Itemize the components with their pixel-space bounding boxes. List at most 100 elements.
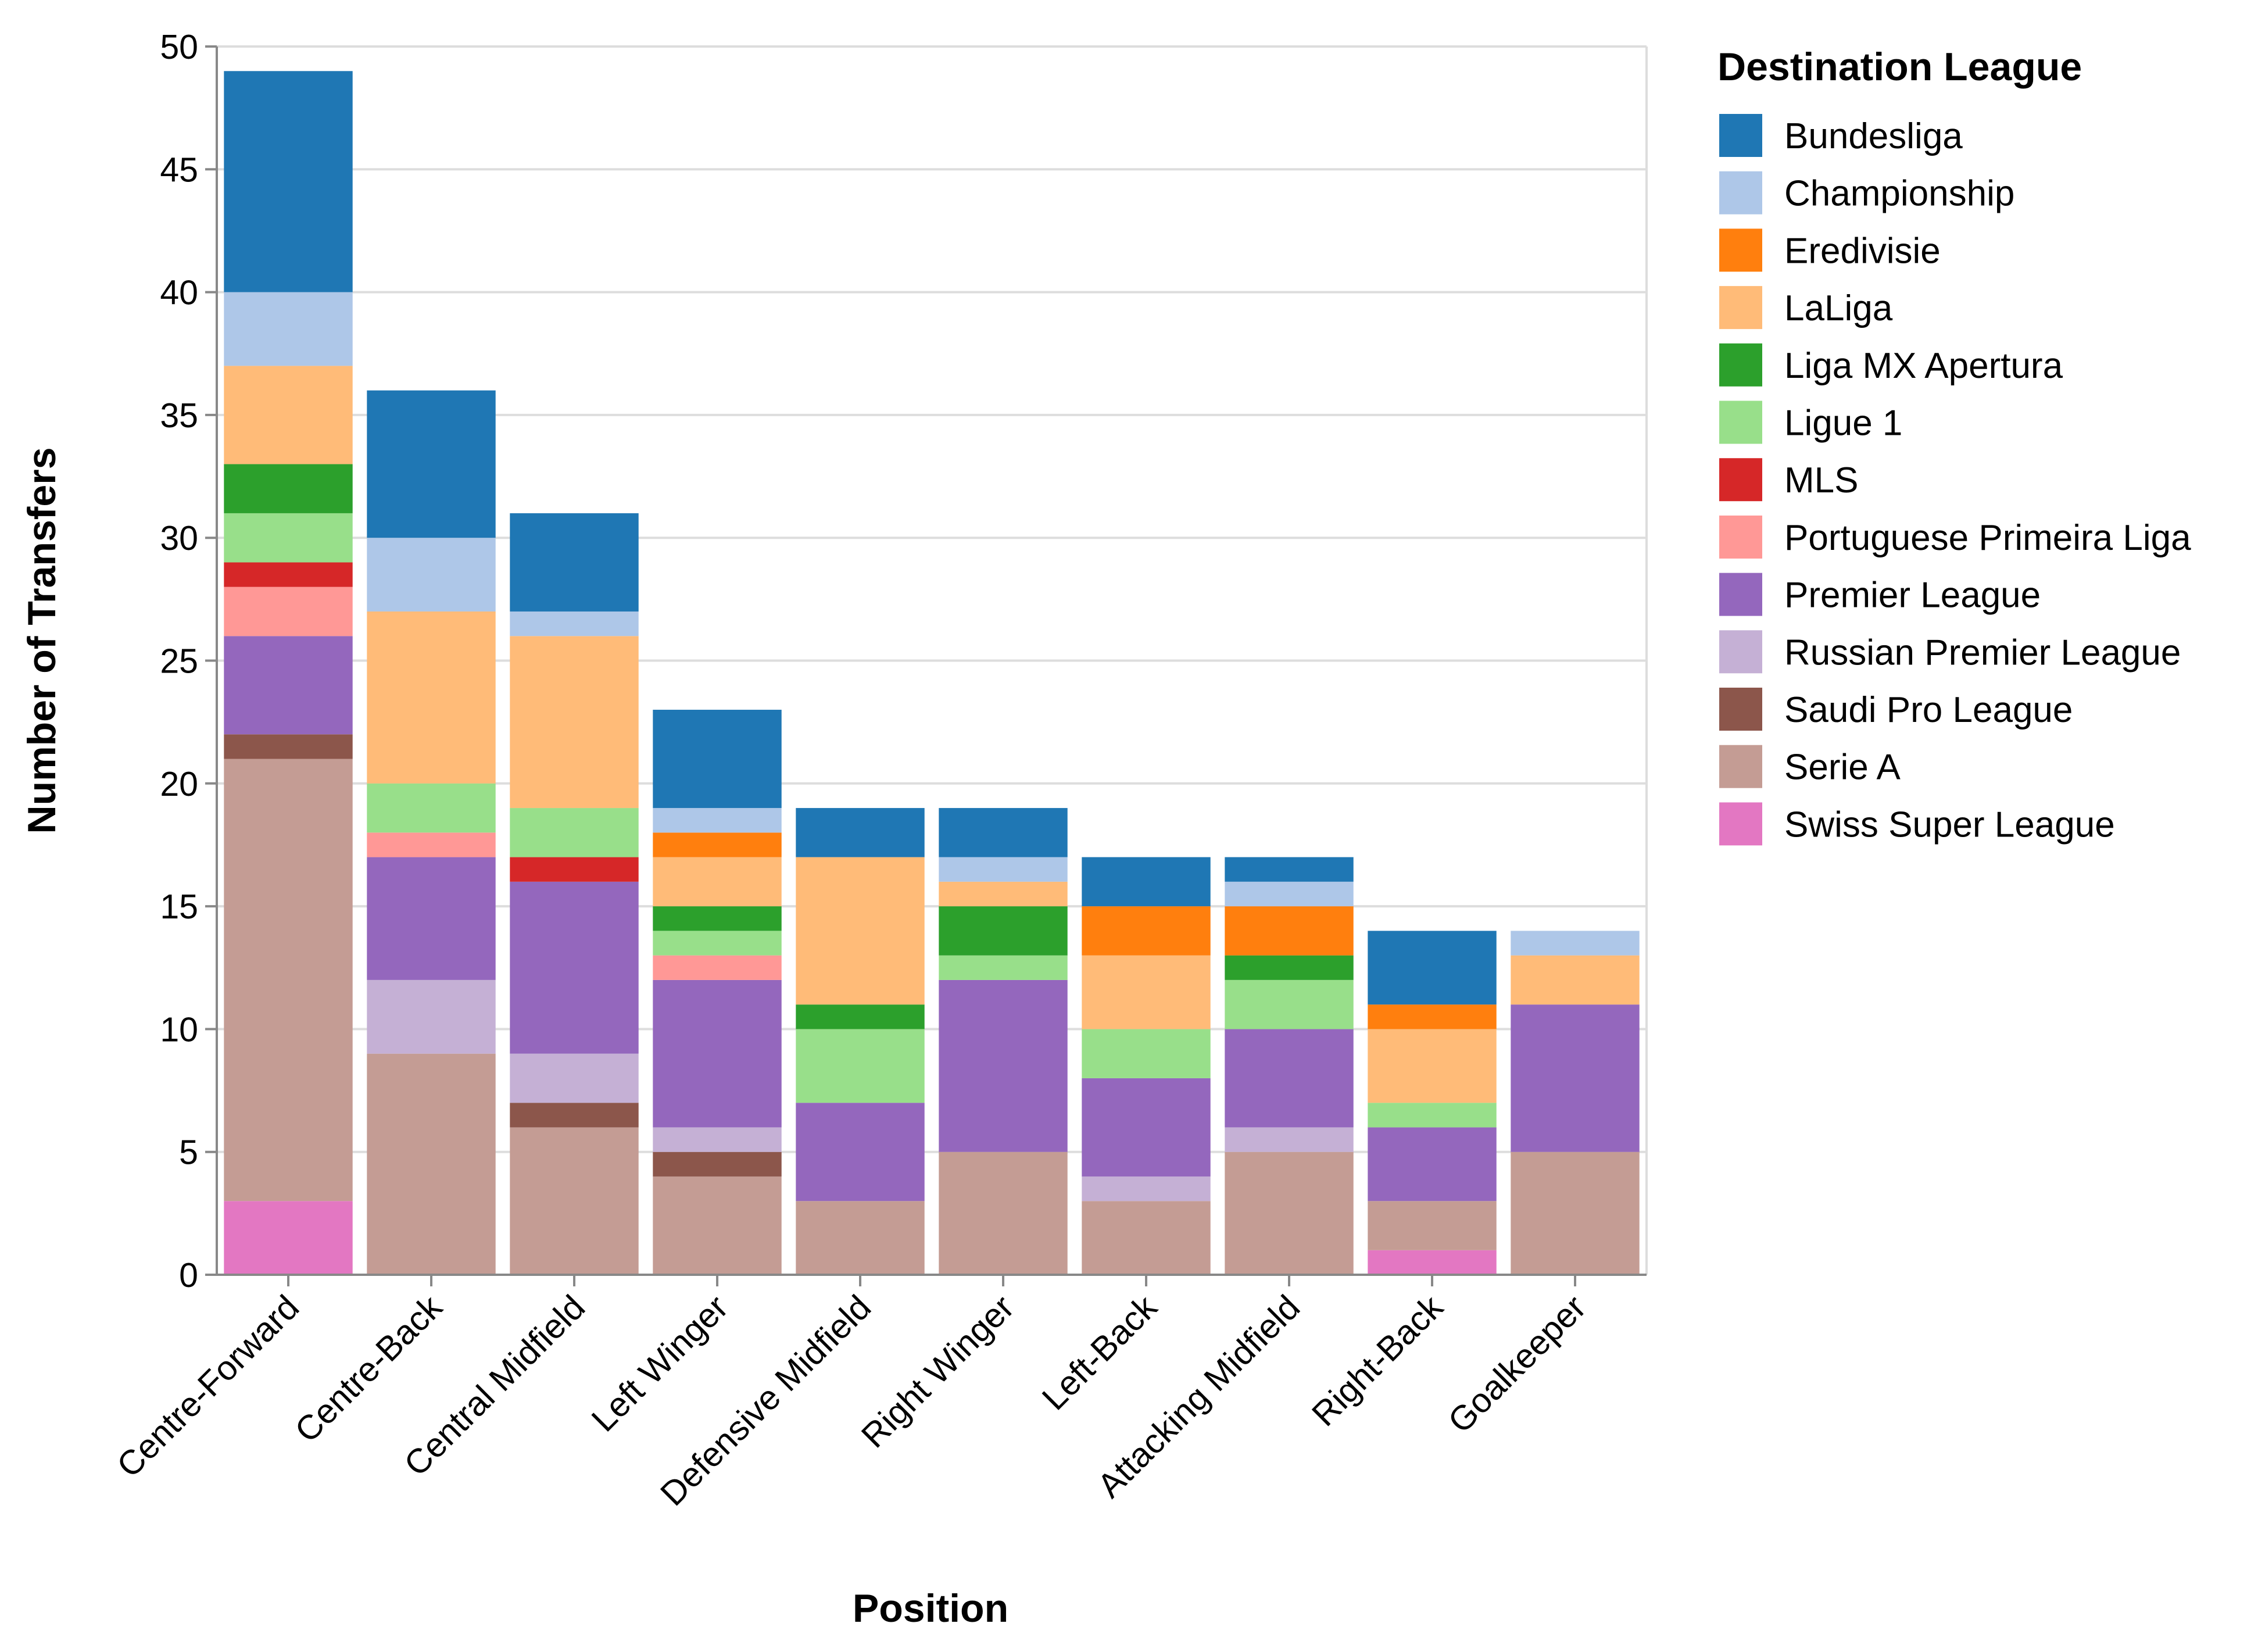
- bar-segment: [367, 390, 496, 538]
- bar-segment: [510, 881, 639, 1054]
- bar-segment: [510, 1127, 639, 1275]
- bar-segment: [1368, 1029, 1497, 1103]
- legend-swatch: [1719, 401, 1762, 444]
- bar-segment: [1511, 1152, 1640, 1275]
- bar-segment: [224, 71, 353, 292]
- bar-segment: [1368, 1004, 1497, 1029]
- bar-segment: [1082, 857, 1211, 907]
- legend-title: Destination League: [1717, 45, 2082, 89]
- legend-label: Russian Premier League: [1784, 632, 2181, 673]
- x-tick-label: Centre-Forward: [109, 1288, 306, 1485]
- legend-swatch: [1719, 630, 1762, 674]
- bar-segment: [1225, 1127, 1354, 1152]
- legend-swatch: [1719, 343, 1762, 387]
- bar-segment: [796, 1029, 925, 1103]
- bar-segment: [510, 808, 639, 857]
- y-tick-label: 45: [160, 151, 198, 189]
- bar-segment: [1511, 955, 1640, 1005]
- bar-segment: [510, 1103, 639, 1128]
- bar-segment: [939, 955, 1068, 980]
- legend-swatch: [1719, 802, 1762, 846]
- legend-label: Portuguese Primeira Liga: [1784, 518, 2191, 558]
- legend-label: Swiss Super League: [1784, 804, 2115, 845]
- legend-label: Championship: [1784, 174, 2014, 214]
- bar-segment: [510, 513, 639, 612]
- bar-segment: [367, 783, 496, 833]
- bar-segment: [653, 1176, 782, 1275]
- bar-segment: [796, 1103, 925, 1202]
- x-tick-label: Centre-Back: [288, 1288, 450, 1450]
- legend-swatch: [1719, 515, 1762, 559]
- bar-segment: [939, 808, 1068, 857]
- bar-segment: [653, 955, 782, 980]
- bar-segment: [1368, 1250, 1497, 1275]
- y-tick-label: 10: [160, 1010, 198, 1049]
- bar-segment: [224, 587, 353, 637]
- bar-segment: [224, 1201, 353, 1275]
- legend-label: Serie A: [1784, 748, 1901, 788]
- y-tick-label: 20: [160, 765, 198, 803]
- bar-segment: [939, 979, 1068, 1152]
- x-axis-title: Position: [853, 1586, 1008, 1630]
- x-tick-label: Right Winger: [854, 1288, 1021, 1456]
- bar-segment: [224, 366, 353, 464]
- legend-label: LaLiga: [1784, 288, 1893, 328]
- bar-segment: [1368, 1127, 1497, 1202]
- bar-segment: [1082, 1029, 1211, 1078]
- y-tick-label: 40: [160, 274, 198, 312]
- bar-segment: [224, 513, 353, 563]
- bar-segment: [367, 1053, 496, 1275]
- legend-label: Saudi Pro League: [1784, 690, 2073, 730]
- legend-swatch: [1719, 286, 1762, 330]
- bar-segment: [224, 636, 353, 735]
- bar-segment: [796, 857, 925, 1005]
- y-axis-title: Number of Transfers: [20, 447, 64, 834]
- bar-segment: [1225, 1152, 1354, 1275]
- legend-label: Premier League: [1784, 575, 2041, 616]
- legend-swatch: [1719, 745, 1762, 788]
- legend-swatch: [1719, 573, 1762, 616]
- bar-segment: [224, 734, 353, 759]
- legend-swatch: [1719, 688, 1762, 731]
- y-tick-label: 15: [160, 888, 198, 926]
- x-tick-label: Left-Back: [1035, 1288, 1164, 1417]
- bar-segment: [510, 1053, 639, 1103]
- bar-segment: [653, 979, 782, 1128]
- bar-segment: [510, 636, 639, 809]
- legend-label: Ligue 1: [1784, 403, 1902, 444]
- bar-segment: [653, 832, 782, 857]
- bar-segment: [1225, 857, 1354, 882]
- bar-segment: [1082, 955, 1211, 1029]
- y-tick-label: 30: [160, 519, 198, 557]
- bar-segment: [653, 906, 782, 931]
- legend-label: MLS: [1784, 460, 1858, 500]
- legend-swatch: [1719, 171, 1762, 214]
- bar-segment: [653, 857, 782, 907]
- legend-label: Liga MX Apertura: [1784, 346, 2063, 386]
- legend: Destination League Bundesliga Championshi…: [1717, 45, 2191, 846]
- bar-segment: [367, 611, 496, 784]
- bar-segment: [224, 292, 353, 366]
- bar-segment: [510, 857, 639, 882]
- bar-segment: [653, 931, 782, 956]
- legend-swatch: [1719, 228, 1762, 272]
- x-tick-label: Goalkeeper: [1441, 1288, 1593, 1440]
- bar-segment: [796, 1201, 925, 1275]
- y-tick-label: 50: [160, 28, 198, 66]
- legend-label: Bundesliga: [1784, 116, 1963, 156]
- bar-segment: [1082, 1176, 1211, 1202]
- bar-segment: [367, 538, 496, 612]
- bar-segment: [653, 1152, 782, 1177]
- bars: [224, 71, 1640, 1275]
- y-tick-label: 35: [160, 396, 198, 435]
- bar-segment: [1082, 1201, 1211, 1275]
- y-tick-label: 25: [160, 642, 198, 681]
- bar-segment: [224, 759, 353, 1202]
- bar-segment: [939, 1152, 1068, 1275]
- bar-segment: [1511, 931, 1640, 956]
- y-tick-label: 5: [179, 1133, 198, 1172]
- bar-segment: [1225, 955, 1354, 980]
- bar-segment: [367, 857, 496, 980]
